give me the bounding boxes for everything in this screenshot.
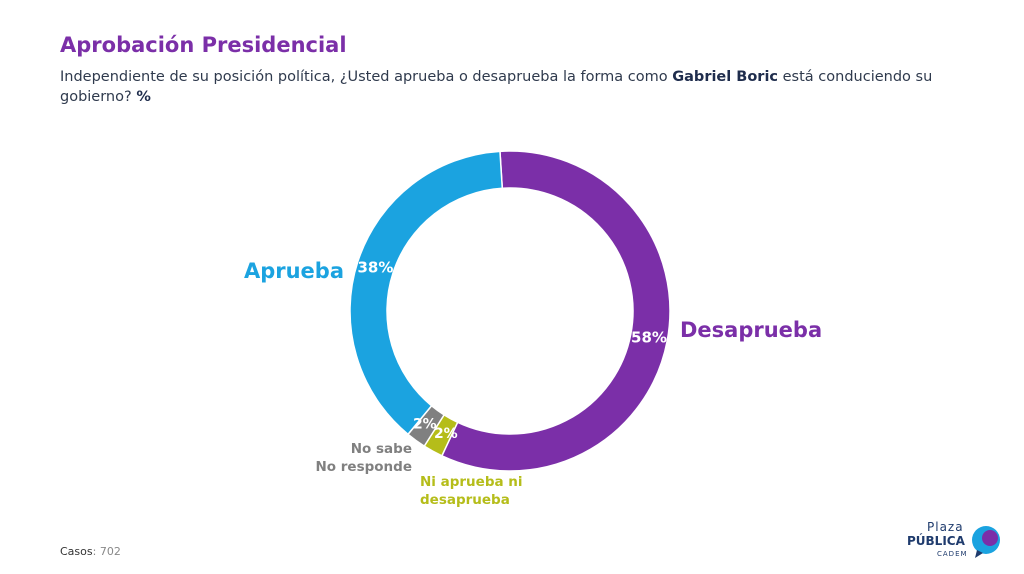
label-no-sabe-line1: No sabe (351, 441, 412, 457)
label-no-sabe-line2: No responde (316, 459, 413, 475)
label-desaprueba: Desaprueba (680, 318, 822, 342)
cases-note: Casos: 702 (60, 545, 121, 558)
subtitle-text-2: está conduciendo su gobierno? (60, 69, 933, 105)
pct-label-ni-aprueba-ni-desaprueba: 2% (434, 426, 458, 442)
pct-label-no-sabe-no-responde: 2% (413, 416, 437, 432)
speech-bubble-icon (972, 526, 1000, 558)
slice-desaprueba (440, 150, 671, 472)
logo-line-publica: PÚBLICA (907, 534, 965, 548)
logo-line-cadem: CADEM (937, 550, 968, 558)
cases-value: : 702 (92, 545, 121, 558)
slice-aprueba (349, 150, 504, 436)
plaza-publica-logo: Plaza PÚBLICA CADEM (905, 520, 1005, 564)
logo-line-plaza: Plaza (927, 520, 964, 534)
subtitle-unit: % (136, 89, 151, 105)
label-aprueba: Aprueba (244, 259, 344, 283)
pct-label-desaprueba: 58% (631, 329, 667, 347)
subtitle-text-1: Independiente de su posición política, ¿… (60, 69, 673, 85)
chart-subtitle: Independiente de su posición política, ¿… (60, 67, 960, 107)
chart-title: Aprobación Presidencial (60, 33, 347, 57)
label-ni-line1: Ni aprueba ni (420, 474, 523, 490)
subtitle-bold-name: Gabriel Boric (672, 69, 779, 85)
cases-label: Casos (60, 545, 93, 558)
label-ni-line2: desaprueba (420, 492, 510, 508)
pct-label-aprueba: 38% (357, 258, 393, 276)
